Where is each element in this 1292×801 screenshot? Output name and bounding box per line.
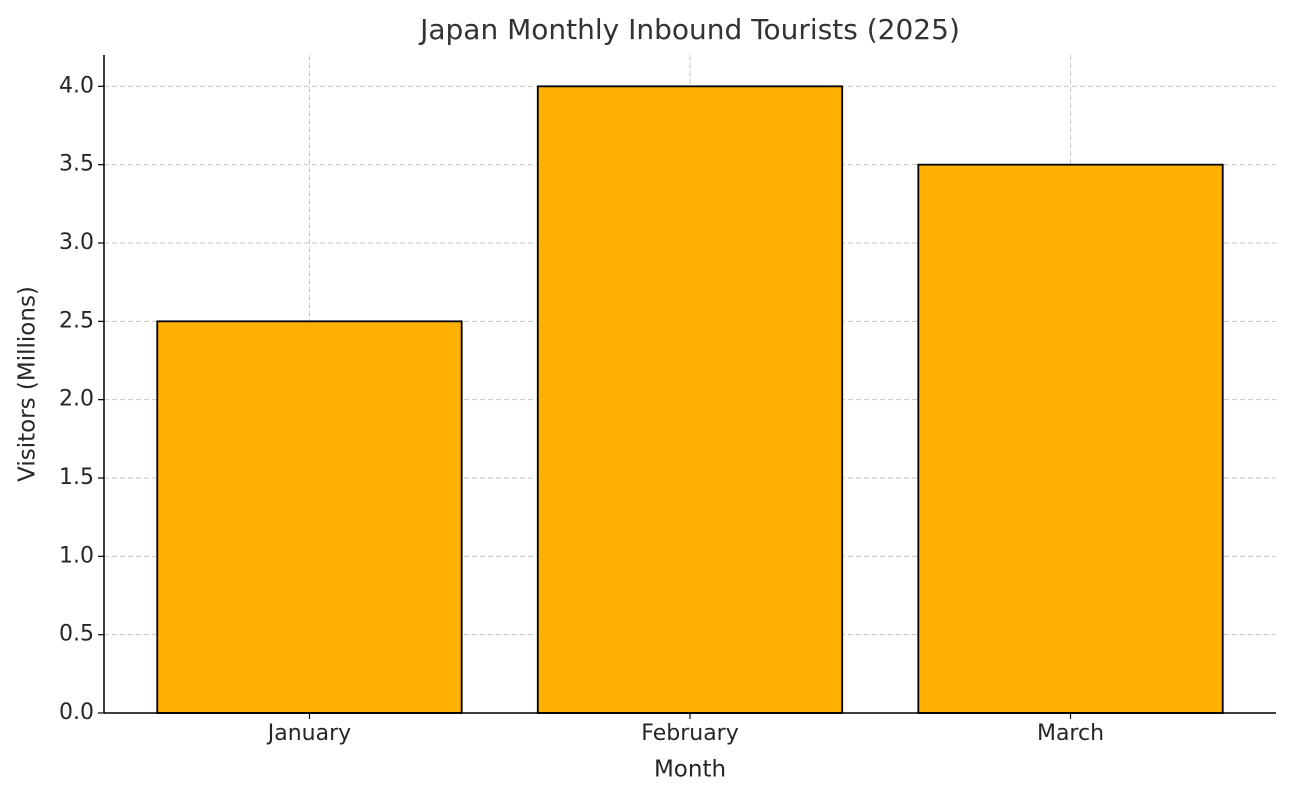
y-tick-label: 0.0 xyxy=(59,700,94,725)
bar xyxy=(156,320,463,714)
y-tick-label: 3.5 xyxy=(59,152,94,177)
y-tick-label: 3.0 xyxy=(59,230,94,255)
chart-title: Japan Monthly Inbound Tourists (2025) xyxy=(418,13,960,46)
y-tick-label: 2.5 xyxy=(59,308,94,333)
bar xyxy=(917,163,1224,714)
y-tick-label: 0.5 xyxy=(59,622,94,647)
y-tick-label: 2.0 xyxy=(59,387,94,412)
y-axis-label: Visitors (Millions) xyxy=(15,286,41,482)
y-tick-label: 4.0 xyxy=(59,73,94,98)
x-axis-label: Month xyxy=(654,757,726,783)
y-tick-label: 1.5 xyxy=(59,465,94,490)
y-tick-label: 1.0 xyxy=(59,543,94,568)
x-tick-label: January xyxy=(266,721,351,746)
bar xyxy=(536,85,844,714)
x-tick-label: March xyxy=(1037,721,1104,746)
x-tick-label: February xyxy=(641,721,739,746)
